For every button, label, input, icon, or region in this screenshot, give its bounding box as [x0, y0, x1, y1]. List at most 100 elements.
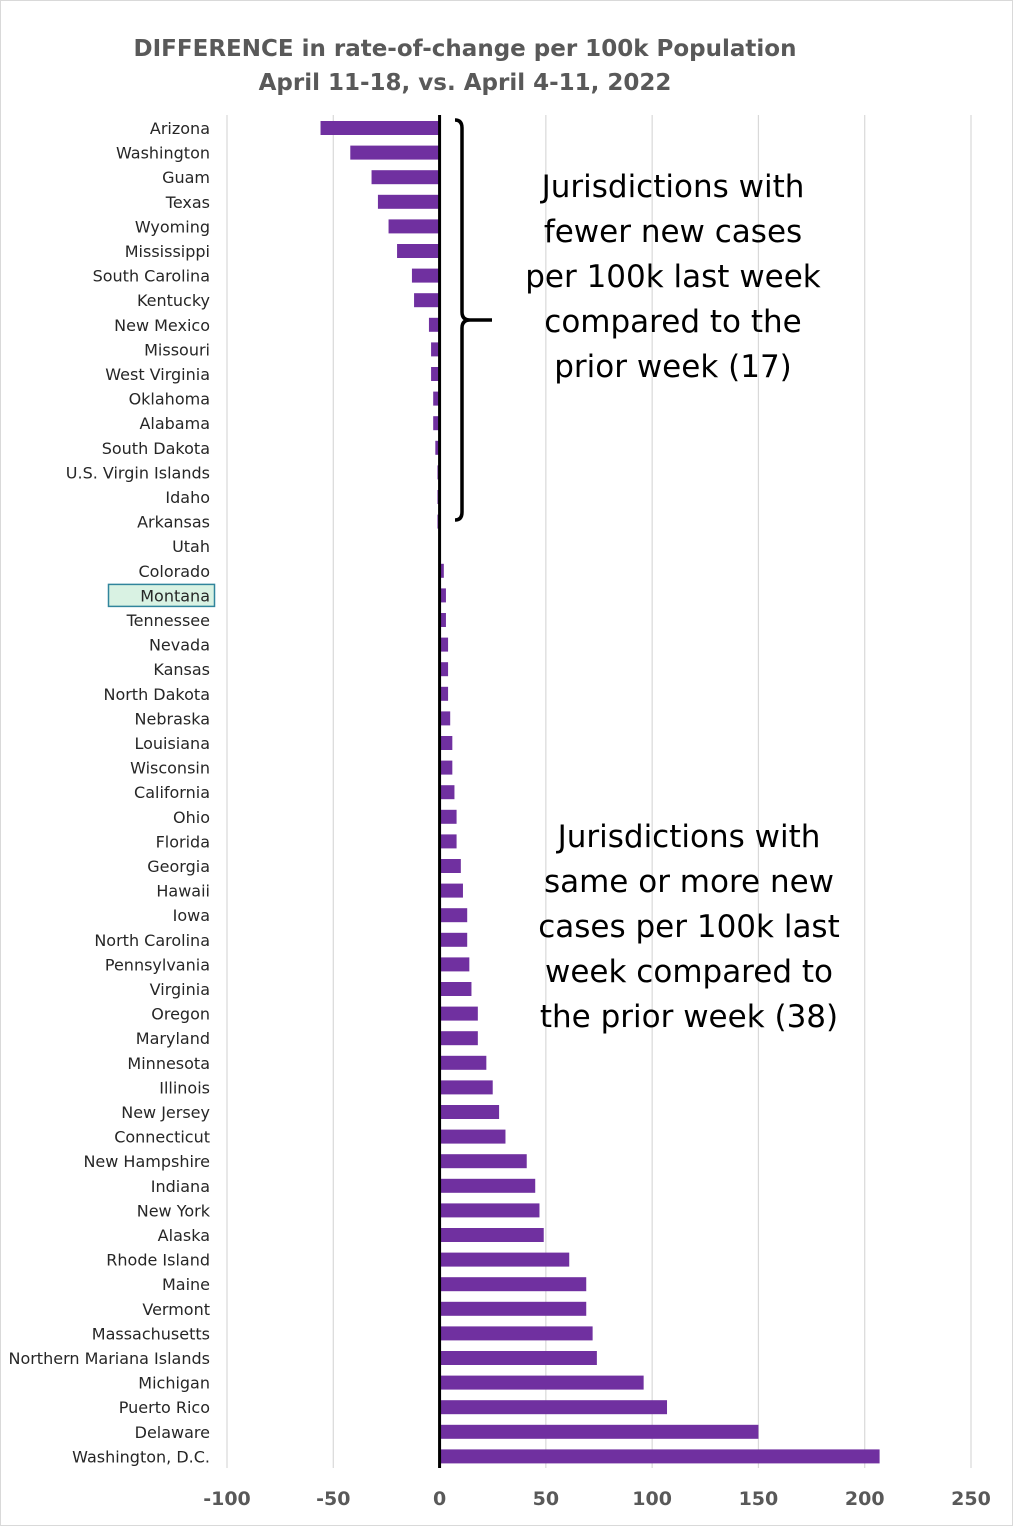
chart-title-line-2: April 11-18, vs. April 4-11, 2022 [259, 70, 672, 96]
bar-south-dakota [435, 440, 440, 455]
bar-pennsylvania [439, 957, 470, 972]
bar-alabama [433, 416, 440, 431]
category-label-delaware: Delaware [135, 1423, 210, 1442]
category-label-guam: Guam [162, 168, 210, 187]
x-tick-label: 150 [739, 1488, 779, 1510]
category-label-michigan: Michigan [138, 1374, 210, 1393]
annotation-more-line-4: week compared to [545, 954, 833, 990]
annotation-fewer-line-5: prior week (17) [554, 349, 792, 385]
bar-wyoming [388, 219, 440, 234]
category-label-colorado: Colorado [138, 562, 210, 581]
bar-indiana [439, 1178, 536, 1193]
bar-washington-d-c [439, 1449, 880, 1464]
bar-new-mexico [428, 317, 440, 332]
bar-georgia [439, 859, 461, 873]
bar-michigan [439, 1375, 644, 1390]
category-label-massachusetts: Massachusetts [92, 1324, 210, 1343]
bar-louisiana [439, 736, 453, 750]
bar-puerto-rico [439, 1400, 668, 1415]
category-label-missouri: Missouri [144, 340, 210, 359]
annotation-fewer-line-4: compared to the [544, 304, 801, 340]
category-label-texas: Texas [165, 193, 210, 212]
category-label-alaska: Alaska [158, 1226, 210, 1245]
bar-maine [439, 1277, 587, 1292]
category-label-u-s-virgin-islands: U.S. Virgin Islands [66, 463, 210, 482]
category-label-washington-d-c: Washington, D.C. [72, 1447, 210, 1466]
bar-missouri [431, 342, 440, 357]
x-tick-label: -100 [203, 1488, 251, 1510]
category-label-new-york: New York [137, 1201, 211, 1220]
x-tick-label: 250 [951, 1488, 991, 1510]
category-label-connecticut: Connecticut [114, 1128, 210, 1147]
category-label-tennessee: Tennessee [126, 611, 210, 630]
gridlines [226, 115, 972, 1468]
highlight-box-montana [107, 583, 216, 608]
bar-massachusetts [439, 1326, 593, 1341]
annotation-more-line-2: same or more new [544, 864, 834, 900]
category-label-ohio: Ohio [173, 808, 210, 827]
category-label-maryland: Maryland [136, 1029, 210, 1048]
category-label-nevada: Nevada [149, 636, 210, 655]
x-tick-label: -50 [316, 1488, 350, 1510]
bar-kansas [439, 662, 449, 677]
bar-kentucky [414, 293, 440, 308]
category-label-new-mexico: New Mexico [114, 316, 210, 335]
x-tick-label: 100 [632, 1488, 672, 1510]
bar-tennessee [439, 613, 446, 627]
bar-iowa [439, 908, 468, 923]
bar-delaware [439, 1424, 759, 1439]
category-label-georgia: Georgia [147, 857, 210, 876]
bar-florida [439, 834, 457, 849]
category-label-nebraska: Nebraska [135, 709, 210, 728]
bar-mississippi [397, 244, 440, 258]
bar-north-carolina [439, 932, 468, 947]
bar-oklahoma [433, 391, 440, 406]
category-label-kentucky: Kentucky [137, 291, 210, 310]
category-label-oregon: Oregon [151, 1005, 210, 1024]
category-label-louisiana: Louisiana [134, 734, 210, 753]
bar-north-dakota [439, 686, 449, 701]
category-label-new-jersey: New Jersey [121, 1103, 210, 1122]
category-label-florida: Florida [156, 832, 210, 851]
category-label-puerto-rico: Puerto Rico [119, 1398, 210, 1417]
annotation-fewer-line-1: Jurisdictions with [540, 169, 805, 205]
bar-vermont [439, 1301, 587, 1316]
bar-colorado [439, 563, 444, 578]
annotation-fewer-line-3: per 100k last week [525, 259, 821, 295]
category-label-arkansas: Arkansas [137, 513, 210, 532]
category-label-illinois: Illinois [159, 1078, 210, 1097]
bar-new-york [439, 1203, 540, 1218]
bar-wisconsin [439, 760, 453, 775]
bar-west-virginia [431, 367, 440, 381]
category-label-idaho: Idaho [165, 488, 210, 507]
x-tick-label: 0 [433, 1488, 446, 1510]
category-label-new-hampshire: New Hampshire [83, 1152, 210, 1171]
bar-northern-mariana-islands [439, 1351, 597, 1365]
annotation-more-line-3: cases per 100k last [538, 909, 840, 945]
category-label-california: California [134, 783, 210, 802]
bar-hawaii [439, 883, 463, 898]
bar-connecticut [439, 1129, 506, 1144]
category-label-wyoming: Wyoming [135, 217, 210, 236]
category-label-rhode-island: Rhode Island [106, 1251, 210, 1270]
x-tick-label: 200 [845, 1488, 885, 1510]
chart-title-line-1: DIFFERENCE in rate-of-change per 100k Po… [134, 36, 797, 62]
bar-california [439, 785, 455, 800]
category-label-north-dakota: North Dakota [103, 685, 210, 704]
annotation-more-line-1: Jurisdictions with [556, 819, 821, 855]
x-tick-label: 50 [533, 1488, 559, 1510]
x-axis-ticks: -100 -50 0 50 100 150 200 250 [203, 1488, 991, 1510]
bar-new-hampshire [439, 1154, 527, 1169]
category-label-wisconsin: Wisconsin [130, 759, 210, 778]
annotation-more-line-5: the prior week (38) [540, 999, 838, 1035]
category-label-utah: Utah [172, 537, 210, 556]
bar-arizona [320, 121, 440, 135]
category-label-mississippi: Mississippi [125, 242, 210, 261]
category-label-virginia: Virginia [150, 980, 210, 999]
category-label-hawaii: Hawaii [156, 882, 210, 901]
bar-guam [371, 170, 440, 185]
bar-maryland [439, 1031, 478, 1046]
category-label-north-carolina: North Carolina [94, 931, 210, 950]
category-label-montana: Montana [140, 586, 210, 605]
